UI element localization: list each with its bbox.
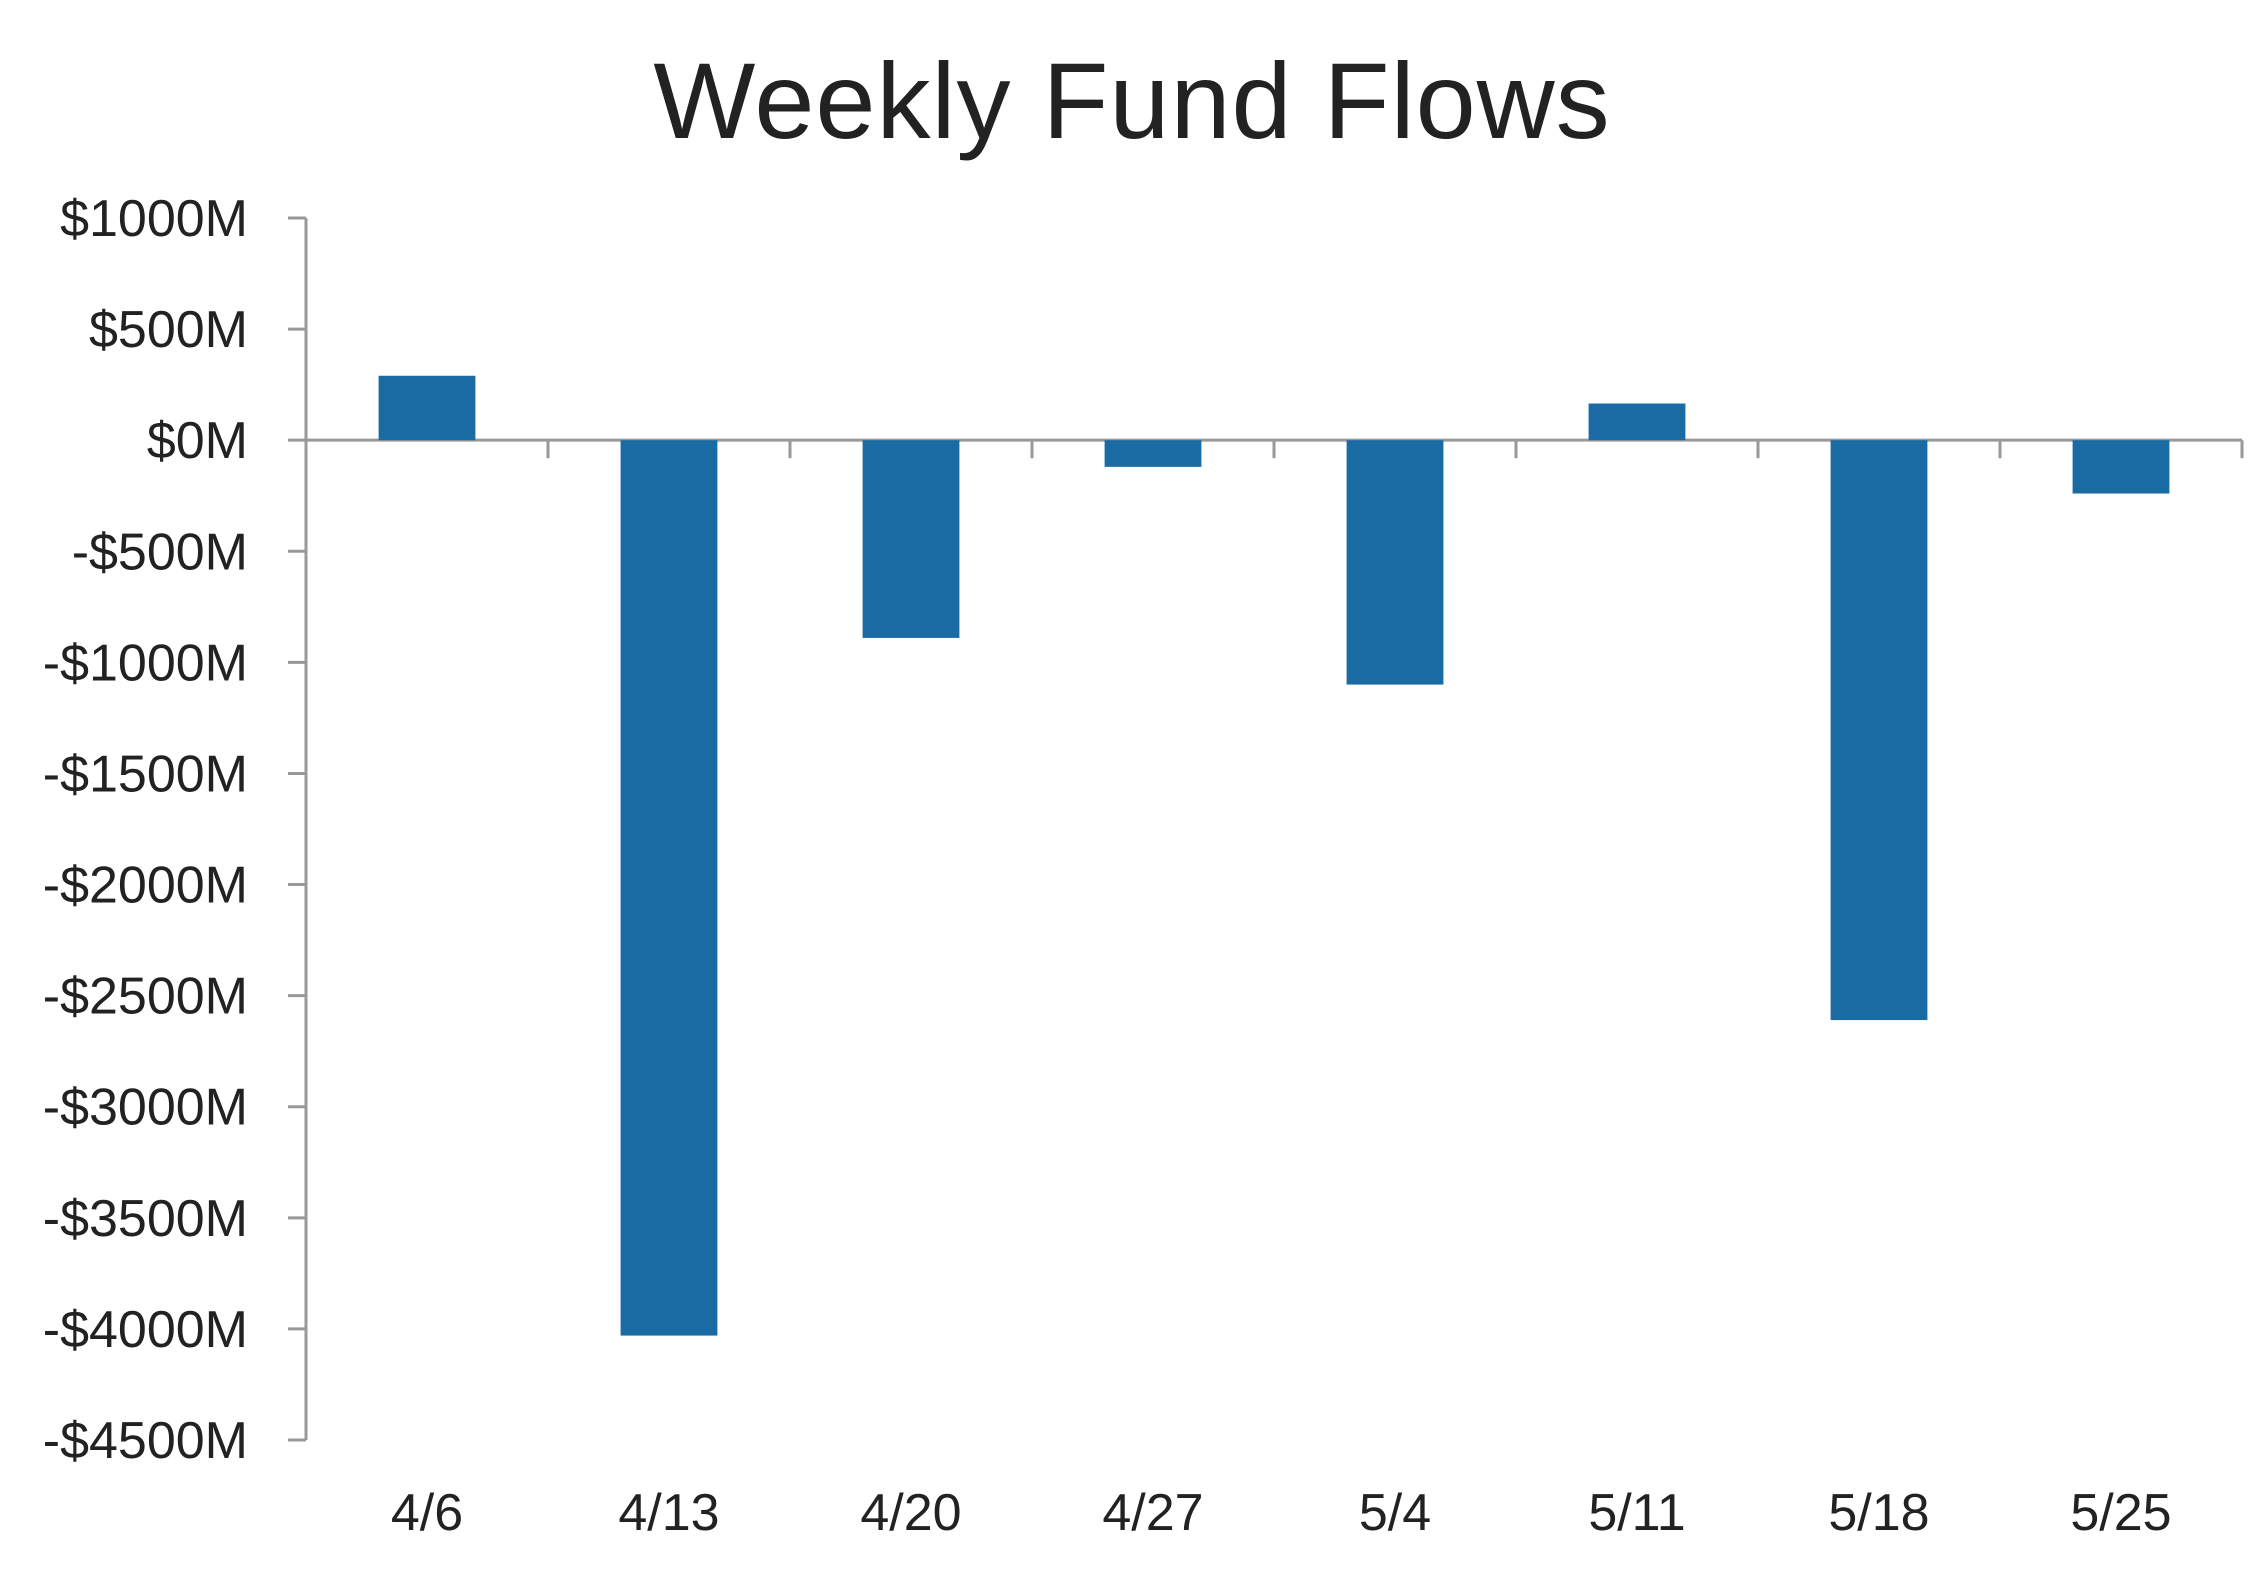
y-tick-label: -$2000M bbox=[43, 857, 248, 915]
x-tick-label: 5/25 bbox=[2070, 1484, 2171, 1542]
y-tick-label: $1000M bbox=[60, 190, 248, 248]
bar-5-4 bbox=[1346, 440, 1444, 685]
x-tick-label: 4/6 bbox=[391, 1484, 463, 1542]
y-tick-label: -$1500M bbox=[43, 745, 248, 803]
y-tick-label: -$4000M bbox=[43, 1301, 248, 1359]
y-tick-label: -$1000M bbox=[43, 634, 248, 692]
y-tick-label: -$500M bbox=[72, 523, 248, 581]
bars bbox=[378, 375, 2170, 1336]
x-tick-label: 4/27 bbox=[1102, 1484, 1203, 1542]
x-tick-label: 5/18 bbox=[1828, 1484, 1929, 1542]
y-tick-label: -$3500M bbox=[43, 1190, 248, 1248]
bar-5-18 bbox=[1830, 440, 1928, 1021]
bar-5-11 bbox=[1588, 403, 1686, 441]
y-tick-label: $0M bbox=[147, 412, 248, 470]
y-tick-label: -$4500M bbox=[43, 1412, 248, 1470]
y-tick-label: -$2500M bbox=[43, 968, 248, 1026]
x-axis: 4/6 4/13 4/20 4/27 5/4 5/11 5/18 5/25 bbox=[306, 438, 2244, 1542]
bar-5-25 bbox=[2072, 440, 2170, 494]
x-tick-label: 4/20 bbox=[860, 1484, 961, 1542]
x-tick-label: 4/13 bbox=[618, 1484, 719, 1542]
bar-4-6 bbox=[378, 375, 476, 441]
bar-4-27 bbox=[1104, 440, 1202, 467]
y-axis: $1000M $500M $0M -$500M -$1000M -$1500M -$2000… bbox=[43, 190, 308, 1470]
bar-4-13 bbox=[620, 440, 718, 1336]
bar-4-20 bbox=[862, 440, 960, 638]
x-tick-label: 5/11 bbox=[1588, 1484, 1685, 1542]
x-tick-label: 5/4 bbox=[1359, 1484, 1431, 1542]
y-tick-label: $500M bbox=[89, 301, 248, 359]
chart-title: Weekly Fund Flows bbox=[653, 40, 1611, 161]
y-tick-label: -$3000M bbox=[43, 1079, 248, 1137]
